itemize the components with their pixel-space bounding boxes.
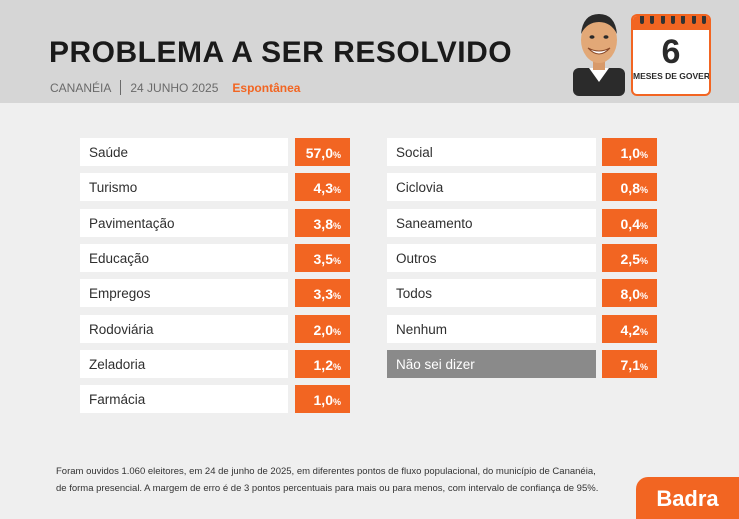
result-value-number: 4,2: [620, 322, 640, 338]
result-value-percent-sign: %: [332, 327, 341, 337]
result-value: 1,0%: [295, 385, 350, 413]
result-value: 2,5%: [602, 244, 657, 272]
result-label: Não sei dizer: [387, 350, 596, 378]
result-value: 4,2%: [602, 315, 657, 343]
mayor-caricature-image: [573, 14, 625, 96]
result-label: Farmácia: [80, 385, 288, 413]
result-label: Educação: [80, 244, 288, 272]
result-value-percent-sign: %: [639, 362, 648, 372]
page-title: PROBLEMA A SER RESOLVIDO: [49, 36, 513, 69]
result-value-number: 4,3: [313, 180, 333, 196]
calendar-badge: 6 MESES DE GOVERNO: [631, 14, 711, 96]
result-value-number: 7,1: [620, 357, 640, 373]
result-value-percent-sign: %: [332, 291, 341, 301]
result-value-number: 2,0: [313, 322, 333, 338]
result-value: 2,0%: [295, 315, 350, 343]
result-value-number: 3,8: [313, 216, 333, 232]
result-value: 1,2%: [295, 350, 350, 378]
result-value-number: 1,0: [313, 392, 333, 408]
result-label: Turismo: [80, 173, 288, 201]
result-value-number: 2,5: [620, 251, 640, 267]
months-number: 6: [661, 33, 681, 71]
result-label: Rodoviária: [80, 315, 288, 343]
result-value-number: 1,0: [620, 145, 640, 161]
result-label: Zeladoria: [80, 350, 288, 378]
result-value-percent-sign: %: [639, 256, 648, 266]
result-label: Social: [387, 138, 596, 166]
result-value: 1,0%: [602, 138, 657, 166]
methodology-line-2: de forma presencial. A margem de erro é …: [56, 483, 599, 494]
result-label: Ciclovia: [387, 173, 596, 201]
result-value-number: 8,0: [620, 286, 640, 302]
result-value: 0,4%: [602, 209, 657, 237]
result-value: 3,8%: [295, 209, 350, 237]
calendar-rings-icon: [640, 16, 706, 24]
result-value-percent-sign: %: [332, 221, 341, 231]
result-label: Todos: [387, 279, 596, 307]
city-label: CANANÉIA: [50, 80, 112, 95]
result-label: Pavimentação: [80, 209, 288, 237]
result-label: Outros: [387, 244, 596, 272]
result-value-percent-sign: %: [332, 397, 341, 407]
result-value-number: 57,0: [305, 145, 333, 161]
result-label: Nenhum: [387, 315, 596, 343]
survey-type-label: Espontânea: [232, 80, 301, 95]
result-value: 0,8%: [602, 173, 657, 201]
result-value: 3,5%: [295, 244, 350, 272]
months-label: MESES DE GOVERNO: [633, 71, 710, 81]
result-label: Saneamento: [387, 209, 596, 237]
date-label: 24 JUNHO 2025: [130, 80, 219, 95]
result-value: 3,3%: [295, 279, 350, 307]
result-value-number: 0,8: [620, 180, 640, 196]
result-value-percent-sign: %: [639, 291, 648, 301]
meta-divider: [120, 80, 122, 95]
result-value-number: 1,2: [313, 357, 333, 373]
subtitle-meta: CANANÉIA 24 JUNHO 2025 Espontânea: [50, 80, 300, 95]
result-value-number: 3,5: [313, 251, 333, 267]
result-value-number: 0,4: [620, 216, 640, 232]
brand-logo: Badra: [636, 477, 739, 519]
result-value-number: 3,3: [313, 286, 333, 302]
result-value: 57,0%: [295, 138, 350, 166]
result-value-percent-sign: %: [332, 362, 341, 372]
result-value-percent-sign: %: [639, 150, 648, 160]
result-value: 7,1%: [602, 350, 657, 378]
result-value-percent-sign: %: [332, 256, 341, 266]
result-value-percent-sign: %: [639, 185, 648, 195]
result-value: 4,3%: [295, 173, 350, 201]
methodology-line-1: Foram ouvidos 1.060 eleitores, em 24 de …: [56, 466, 596, 477]
result-value-percent-sign: %: [332, 185, 341, 195]
result-value-percent-sign: %: [332, 150, 341, 160]
result-value: 8,0%: [602, 279, 657, 307]
result-value-percent-sign: %: [639, 221, 648, 231]
methodology-note: Foram ouvidos 1.060 eleitores, em 24 de …: [56, 463, 598, 497]
result-label: Empregos: [80, 279, 288, 307]
result-value-percent-sign: %: [639, 327, 648, 337]
result-label: Saúde: [80, 138, 288, 166]
